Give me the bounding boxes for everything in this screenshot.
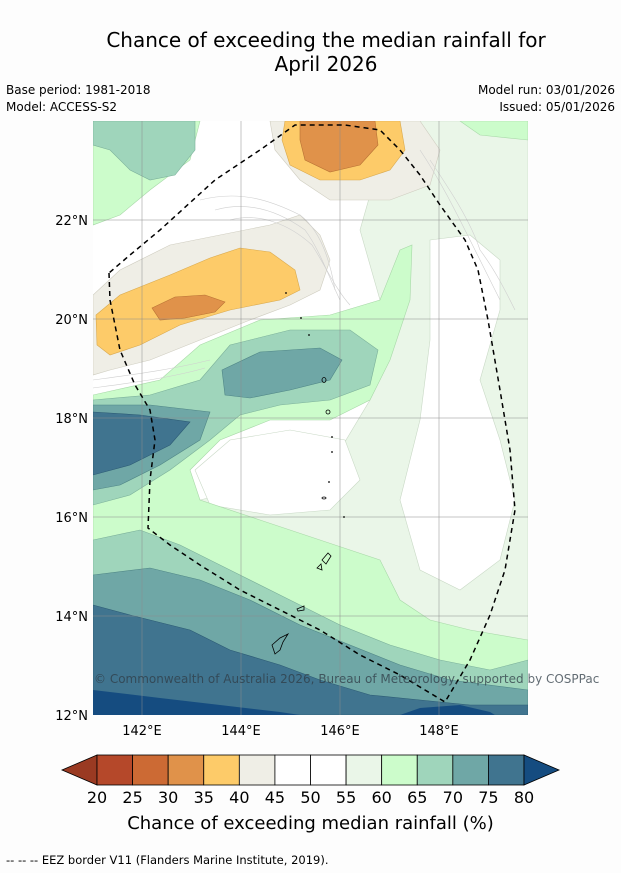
islands xyxy=(271,377,332,655)
colorbar-tick-70: 70 xyxy=(443,788,463,807)
colorbar-tick-55: 55 xyxy=(336,788,356,807)
colorbar-tick-25: 25 xyxy=(122,788,142,807)
title-line-1: Chance of exceeding the median rainfall … xyxy=(106,28,546,52)
lat-label-14: 14°N xyxy=(55,610,88,625)
colorbar-cell-75-80 xyxy=(488,754,525,786)
lon-label-146: 146°E xyxy=(320,724,360,739)
colorbar-cell-65-70 xyxy=(416,754,454,786)
island-tinian xyxy=(316,563,323,571)
colorbar-tick-75: 75 xyxy=(478,788,498,807)
colorbar-cell-25-30 xyxy=(132,754,169,786)
lon-label-148: 148°E xyxy=(419,724,459,739)
colorbar-cell-70-75 xyxy=(452,754,489,786)
colorbar-ticks: 20 25 30 35 40 45 50 55 60 65 70 75 80 xyxy=(87,788,534,807)
island-guam xyxy=(271,633,290,655)
colorbar-tick-20: 20 xyxy=(87,788,107,807)
lat-label-18: 18°N xyxy=(55,412,88,427)
colorbar-cell-30-35 xyxy=(167,754,205,786)
colorbar-tick-30: 30 xyxy=(158,788,178,807)
eez-border xyxy=(108,124,516,704)
colorbar-cell-50-55 xyxy=(310,754,347,786)
colorbar-tick-35: 35 xyxy=(194,788,214,807)
colorbar-cell-20-25 xyxy=(96,754,133,786)
shade-45-55-mid xyxy=(194,429,361,516)
meta-left: Base period: 1981-2018 Model: ACCESS-S2 xyxy=(6,82,151,116)
colorbar: 20 25 30 35 40 45 50 55 60 65 70 75 80 xyxy=(60,754,561,807)
model-text: Model: ACCESS-S2 xyxy=(6,100,118,114)
colorbar-tick-45: 45 xyxy=(265,788,285,807)
shade-45-55-east-pocket xyxy=(399,234,516,591)
colorbar-cell-45-50 xyxy=(274,754,311,786)
contour-lines xyxy=(93,149,516,389)
lon-label-142: 142°E xyxy=(122,724,162,739)
colorbar-arrow-above xyxy=(523,754,561,786)
shade-30-35-mid xyxy=(151,294,226,321)
shade-above80-east xyxy=(400,705,495,715)
lat-label-12: 12°N xyxy=(55,709,88,724)
map-title: Chance of exceeding the median rainfall … xyxy=(0,28,621,76)
islets xyxy=(285,292,345,518)
axis-labels: 22°N 20°N 18°N 16°N 14°N 12°N 142°E 144°… xyxy=(55,214,459,739)
island-rota xyxy=(296,605,305,612)
island-saipan xyxy=(321,552,332,565)
shade-75-80-west xyxy=(93,411,191,476)
eez-legend-note: -- -- -- EEZ border V11 (Flanders Marine… xyxy=(6,853,329,867)
copyright-text: © Commonwealth of Australia 2026, Bureau… xyxy=(94,672,600,686)
colorbar-cell-55-60 xyxy=(345,754,383,786)
shade-30-35-north xyxy=(299,121,379,173)
model-run-text: Model run: 03/01/2026 xyxy=(477,83,615,97)
colorbar-cell-35-40 xyxy=(203,754,240,786)
base-period-text: Base period: 1981-2018 xyxy=(6,83,151,97)
issued-text: Issued: 05/01/2026 xyxy=(499,100,615,114)
colorbar-cell-40-45 xyxy=(238,754,276,786)
colorbar-arrow-below xyxy=(60,754,98,786)
shade-70-75 xyxy=(221,347,343,399)
title-line-2: April 2026 xyxy=(274,52,378,76)
shade-65-70-nw xyxy=(93,121,196,181)
colorbar-label: Chance of exceeding median rainfall (%) xyxy=(127,813,494,834)
lat-label-20: 20°N xyxy=(55,313,88,328)
shade-60-65-ne xyxy=(459,121,528,141)
shade-above80 xyxy=(93,690,300,715)
colorbar-tick-40: 40 xyxy=(229,788,249,807)
lat-label-22: 22°N xyxy=(55,214,88,229)
colorbar-cells xyxy=(96,754,525,786)
map-plot-area xyxy=(93,121,528,715)
colorbar-tick-65: 65 xyxy=(407,788,427,807)
colorbar-tick-80: 80 xyxy=(514,788,534,807)
shade-75-80-south xyxy=(93,604,528,715)
lat-label-16: 16°N xyxy=(55,511,88,526)
graticule xyxy=(93,121,528,715)
colorbar-tick-50: 50 xyxy=(300,788,320,807)
meta-right: Model run: 03/01/2026 Issued: 05/01/2026 xyxy=(478,82,615,116)
lon-label-144: 144°E xyxy=(221,724,261,739)
colorbar-tick-60: 60 xyxy=(371,788,391,807)
colorbar-cell-60-65 xyxy=(381,754,418,786)
